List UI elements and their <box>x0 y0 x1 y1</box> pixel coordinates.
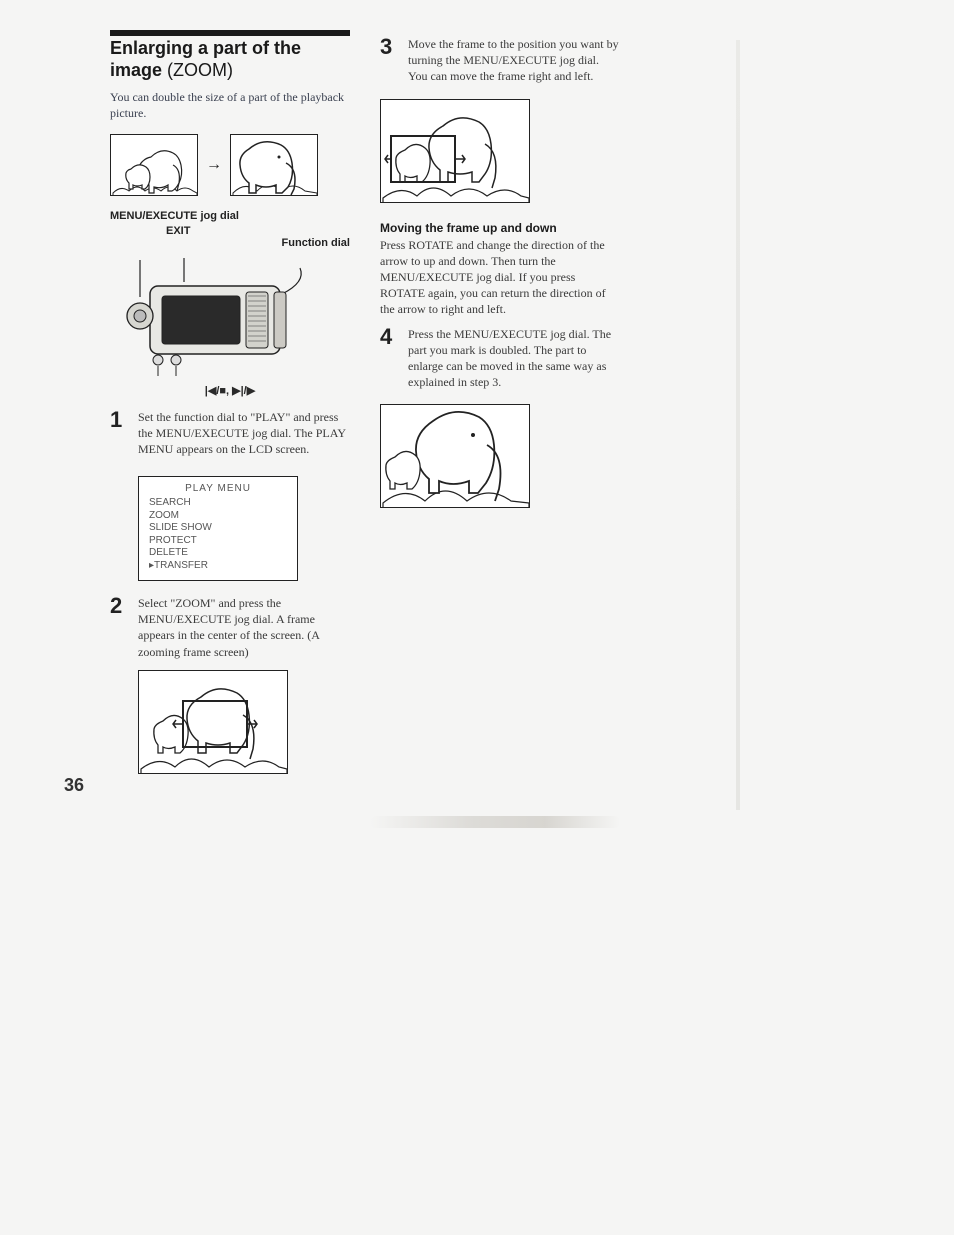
moving-heading: Moving the frame up and down <box>380 221 620 235</box>
menu-item: SLIDE SHOW <box>149 522 287 535</box>
jog-dial-label: MENU/EXECUTE jog dial <box>110 210 239 222</box>
result-illustration <box>380 404 530 508</box>
menu-item: ZOOM <box>149 510 287 523</box>
scan-artifact <box>370 816 620 828</box>
intro-text: You can double the size of a part of the… <box>110 89 350 121</box>
step-1: 1 Set the function dial to "PLAY" and pr… <box>110 409 350 458</box>
zoom-frame-illustration <box>138 670 288 774</box>
play-menu-box: PLAY MENU SEARCH ZOOM SLIDE SHOW PROTECT… <box>138 476 298 582</box>
step-text: Press the MENU/EXECUTE jog dial. The par… <box>408 326 620 391</box>
arrow-right-icon: → <box>206 156 222 174</box>
step-text: Set the function dial to "PLAY" and pres… <box>138 409 350 458</box>
elephant-illustration-small <box>110 134 198 196</box>
step-3: 3 Move the frame to the position you wan… <box>380 36 620 85</box>
menu-item: ▸TRANSFER <box>149 560 287 573</box>
step-number: 3 <box>380 36 398 85</box>
step-4: 4 Press the MENU/EXECUTE jog dial. The p… <box>380 326 620 391</box>
menu-item: SEARCH <box>149 497 287 510</box>
diagram-labels-row2: EXIT Function dial <box>110 225 350 250</box>
camera-diagram <box>110 252 340 382</box>
step-number: 4 <box>380 326 398 391</box>
step-2: 2 Select "ZOOM" and press the MENU/EXECU… <box>110 595 350 660</box>
step-number: 2 <box>110 595 128 660</box>
menu-item: PROTECT <box>149 535 287 548</box>
page-number: 36 <box>64 775 84 796</box>
menu-item: DELETE <box>149 547 287 560</box>
step-number: 1 <box>110 409 128 458</box>
function-dial-label: Function dial <box>282 225 350 250</box>
zoom-illustration-pair: → <box>110 134 350 196</box>
button-symbols: |◀/■, ▶|/▶ <box>110 384 350 397</box>
section-title: Enlarging a part of the image (ZOOM) <box>110 38 350 81</box>
frame-moved-illustration <box>380 99 530 203</box>
exit-label: EXIT <box>110 225 190 237</box>
elephant-illustration-zoomed <box>230 134 318 196</box>
step-text: Move the frame to the position you want … <box>408 36 620 85</box>
step-text: Select "ZOOM" and press the MENU/EXECUTE… <box>138 595 350 660</box>
page-gutter <box>736 40 740 810</box>
moving-text: Press ROTATE and change the direction of… <box>380 237 620 318</box>
diagram-labels: MENU/EXECUTE jog dial <box>110 210 350 223</box>
section-title-paren: (ZOOM) <box>167 60 233 80</box>
section-rule <box>110 30 350 36</box>
menu-title: PLAY MENU <box>149 483 287 496</box>
